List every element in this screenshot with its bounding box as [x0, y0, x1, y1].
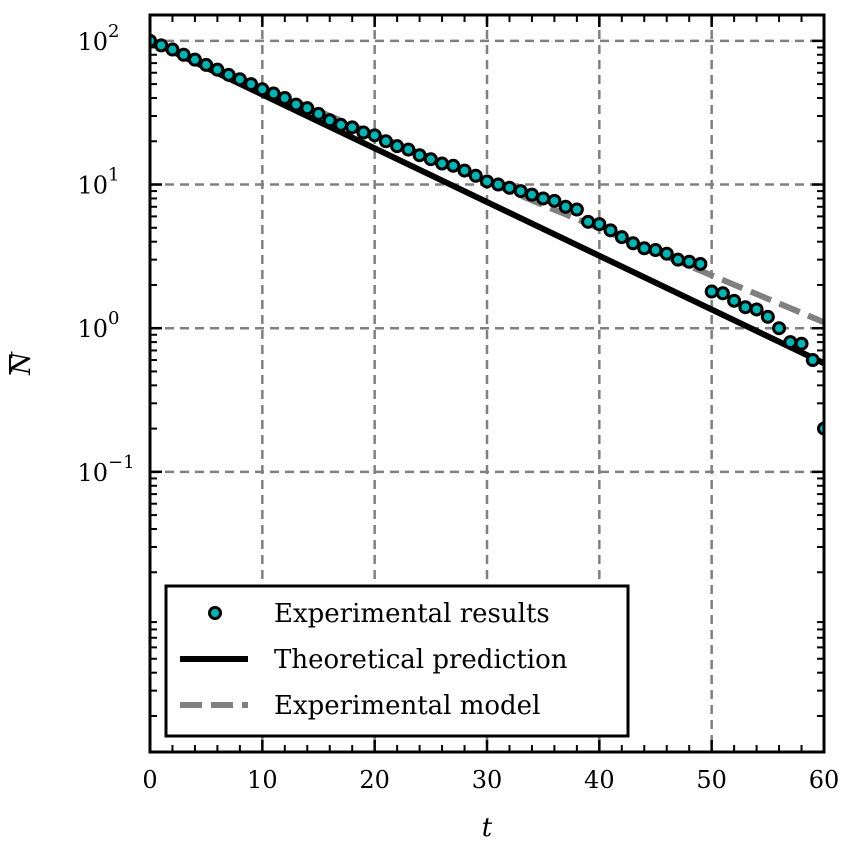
data-point [637, 241, 652, 256]
data-point [727, 293, 742, 308]
y-tick-label-exponent: 1 [108, 165, 119, 186]
legend-marker-experimental [208, 606, 222, 620]
data-point [783, 335, 798, 350]
data-point [390, 139, 405, 154]
data-point [255, 82, 270, 97]
scatter-points [150, 33, 824, 436]
data-point [805, 353, 820, 368]
y-tick-label-exponent: 0 [108, 308, 119, 329]
y-tick-label: 10 1 [77, 165, 119, 200]
y-axis-label-group: N [7, 351, 37, 376]
x-tick-label: 10 [247, 766, 278, 794]
data-point [558, 199, 573, 214]
data-point [502, 180, 517, 195]
x-tick-labels: 0 10 20 30 40 50 60 [142, 766, 839, 794]
data-point [626, 236, 641, 251]
data-point [300, 101, 315, 116]
data-point [693, 256, 708, 271]
data-point [176, 47, 191, 62]
y-tick-label-base: 10 [77, 172, 108, 200]
legend-label-theoretical: Theoretical prediction [274, 645, 568, 675]
legend-label-experimental: Experimental results [274, 599, 550, 629]
data-point [581, 214, 596, 229]
y-tick-label-exponent: −1 [108, 452, 135, 473]
data-point [435, 156, 450, 171]
data-point [592, 217, 607, 232]
data-point [772, 321, 787, 336]
x-tick-label: 30 [472, 766, 503, 794]
data-point [760, 309, 775, 324]
data-point [277, 91, 292, 106]
data-point [704, 284, 719, 299]
data-point [659, 246, 674, 261]
data-point [210, 62, 225, 77]
data-point [446, 158, 461, 173]
y-tick-label-base: 10 [77, 28, 108, 56]
data-point [749, 302, 764, 317]
data-point [333, 117, 348, 132]
data-point [547, 193, 562, 208]
x-tick-label: 20 [359, 766, 390, 794]
data-point [412, 148, 427, 163]
data-point [480, 174, 494, 189]
data-point [513, 184, 528, 199]
x-tick-label: 60 [809, 766, 840, 794]
data-point [356, 125, 371, 140]
data-point [468, 168, 483, 183]
x-tick-label: 50 [696, 766, 727, 794]
data-point [524, 187, 539, 202]
data-point [423, 152, 438, 167]
y-tick-label: 10 −1 [77, 452, 134, 487]
data-point [457, 163, 472, 178]
data-point [738, 300, 753, 315]
data-point [165, 42, 180, 57]
x-tick-label: 40 [584, 766, 615, 794]
y-axis-label: N [7, 351, 37, 376]
data-point [199, 57, 214, 72]
data-point [221, 67, 236, 82]
data-point [322, 113, 337, 128]
y-tick-label-exponent: 2 [108, 21, 119, 42]
x-tick-label: 0 [142, 766, 157, 794]
data-point [670, 252, 685, 267]
data-point [311, 106, 326, 121]
plot-frame [148, 13, 826, 754]
legend: Experimental results Theoretical predict… [164, 584, 630, 738]
data-point [244, 77, 259, 92]
data-point [367, 128, 382, 143]
y-tick-label: 10 0 [77, 308, 119, 343]
data-point [682, 254, 697, 269]
data-point [491, 177, 506, 192]
data-point [603, 223, 618, 238]
data-point [401, 142, 416, 157]
data-point [569, 202, 584, 217]
data-point [345, 120, 360, 135]
data-point [289, 97, 304, 112]
data-point [536, 191, 551, 206]
x-axis-label: t [482, 813, 493, 843]
y-tick-label: 10 2 [77, 21, 119, 56]
data-point [154, 38, 169, 53]
legend-label-model: Experimental model [274, 691, 540, 721]
y-tick-label-base: 10 [77, 459, 108, 487]
data-point [266, 86, 281, 101]
data-point [614, 230, 629, 245]
data-point [648, 243, 663, 258]
data-point [378, 134, 393, 149]
data-point [187, 52, 202, 67]
series-line [150, 38, 824, 326]
data-point [232, 72, 247, 87]
y-tick-label-base: 10 [77, 315, 108, 343]
data-point [715, 286, 730, 301]
data-point [794, 336, 809, 351]
